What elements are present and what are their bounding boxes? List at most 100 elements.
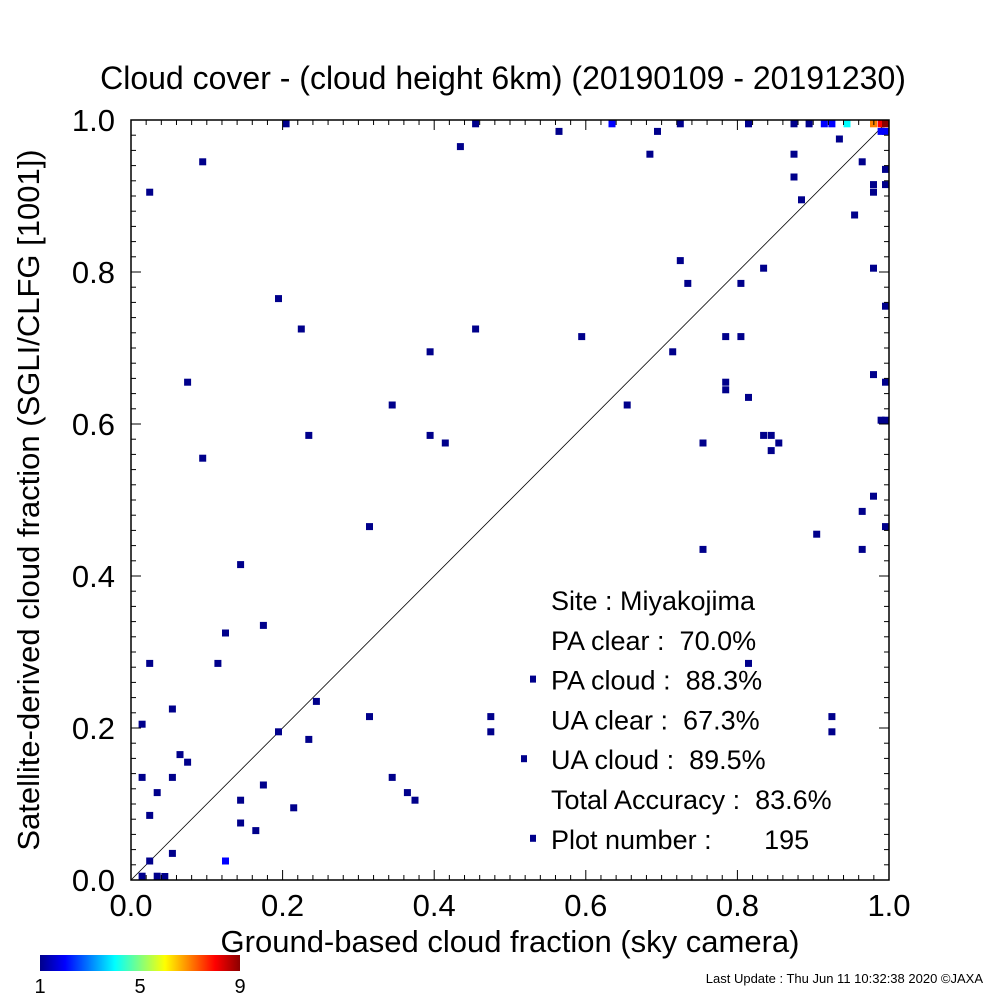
- scatter-point-28: [146, 188, 154, 196]
- scatter-point-91: [388, 773, 396, 781]
- colorbar-tick-label: 1: [34, 976, 45, 998]
- scatter-point-27: [882, 181, 889, 189]
- scatter-point-95: [237, 796, 245, 804]
- stats-line-6: Plot number : 195: [551, 825, 809, 855]
- scatter-point-59: [441, 439, 449, 447]
- scatter-point-18: [199, 158, 207, 166]
- scatter-point-101: [168, 849, 176, 857]
- scatter-point-15: [877, 127, 885, 135]
- scatter-point-84: [487, 728, 495, 736]
- scatter-point-22: [858, 158, 866, 166]
- scatter-point-19: [646, 150, 654, 158]
- scatter-point-45: [870, 371, 877, 379]
- y-tick-label: 0.4: [72, 559, 115, 594]
- stats-line-2: PA cloud : 88.3%: [551, 666, 762, 696]
- scatter-point-76: [745, 659, 752, 667]
- scatter-point-80: [487, 713, 495, 721]
- scatter-point-71: [237, 561, 245, 569]
- scatter-point-102: [146, 857, 154, 865]
- scatter-point-81: [828, 713, 836, 721]
- scatter-point-34: [684, 279, 692, 287]
- scatter-point-85: [828, 728, 836, 736]
- one-to-one-line: [130, 119, 890, 881]
- scatter-point-99: [237, 819, 245, 827]
- scatter-point-21: [835, 135, 843, 143]
- stats-line-0: Site : Miyakojima: [551, 586, 756, 616]
- scatter-point-90: [168, 773, 176, 781]
- scatter-point-97: [290, 804, 298, 812]
- x-tick-label: 0.4: [413, 888, 456, 923]
- scatter-point-92: [259, 781, 267, 789]
- scatter-point-40: [578, 333, 586, 341]
- plot-area: 0.0 0.2 0.4 0.6 0.8 1.0 0.0 0.2 0.4 0.6 0.8 1.0: [72, 103, 911, 923]
- scatter-point-31: [676, 257, 684, 265]
- last-update-footer: Last Update : Thu Jun 11 10:32:38 2020 ©…: [706, 971, 984, 986]
- scatter-point-104: [138, 872, 146, 880]
- scatter-point-37: [882, 302, 889, 310]
- scatter-point-24: [790, 173, 798, 181]
- scatter-point-63: [199, 454, 207, 462]
- scatter-point-5: [676, 120, 684, 128]
- scatter-point-16: [882, 127, 889, 135]
- scatter-point-32: [760, 264, 768, 272]
- axis-ticks: [130, 119, 890, 881]
- stats-marker: [530, 675, 536, 683]
- stats-line-1: PA clear : 70.0%: [551, 626, 756, 656]
- scatter-point-74: [146, 659, 154, 667]
- scatter-point-23: [882, 165, 889, 173]
- chart-title: Cloud cover - (cloud height 6km) (201901…: [100, 60, 906, 96]
- colorbar-labels: 1 5 9: [34, 976, 245, 998]
- scatter-point-87: [176, 751, 184, 759]
- axis-tick-labels: 0.0 0.2 0.4 0.6 0.8 1.0 0.0 0.2 0.4 0.6 0.8 1.0: [72, 103, 911, 923]
- scatter-point-48: [882, 378, 889, 386]
- scatter-point-6: [745, 120, 752, 128]
- scatter-point-57: [760, 431, 768, 439]
- stats-line-5: Total Accuracy : 83.6%: [551, 785, 832, 815]
- scatter-point-47: [722, 378, 730, 386]
- scatter-point-3: [608, 120, 616, 128]
- scatter-point-83: [275, 728, 282, 736]
- scatter-point-54: [882, 416, 889, 424]
- scatter-point-56: [426, 431, 434, 439]
- scatter-point-50: [745, 393, 752, 401]
- scatter-point-49: [722, 386, 730, 394]
- scatter-point-0: [282, 120, 290, 128]
- scatter-point-72: [259, 621, 267, 629]
- colorbar-tick-label: 5: [134, 976, 145, 998]
- scatter-point-73: [222, 629, 229, 637]
- stats-legend: Site : Miyakojima PA clear : 70.0% PA clou…: [521, 586, 832, 855]
- scatter-point-11: [843, 120, 851, 128]
- scatter-point-93: [153, 789, 161, 797]
- scatter-point-78: [168, 705, 176, 713]
- scatter-point-33: [870, 264, 877, 272]
- scatter-point-44: [669, 348, 677, 356]
- x-axis-label: Ground-based cloud fraction (sky camera): [221, 924, 800, 959]
- scatter-point-64: [870, 492, 877, 500]
- scatter-point-13: [877, 120, 885, 128]
- scatter-point-46: [184, 378, 192, 386]
- scatter-point-25: [870, 181, 877, 189]
- scatter-point-62: [767, 447, 775, 455]
- y-tick-label: 1.0: [72, 103, 115, 138]
- scatter-point-8: [805, 120, 813, 128]
- scatter-point-67: [882, 523, 889, 531]
- scatter-point-42: [737, 333, 745, 341]
- scatter-point-36: [275, 295, 282, 303]
- scatter-point-94: [403, 789, 411, 797]
- scatter-point-2: [555, 127, 563, 135]
- scatter-point-61: [775, 439, 783, 447]
- stats-line-3: UA clear : 67.3%: [551, 705, 760, 735]
- scatter-point-65: [858, 507, 866, 515]
- colorbar-gradient: [40, 955, 240, 971]
- scatter-point-51: [388, 401, 396, 409]
- scatter-point-60: [699, 439, 707, 447]
- scatter-point-35: [737, 279, 745, 287]
- scatter-point-77: [312, 697, 320, 705]
- scatter-point-38: [297, 325, 305, 333]
- scatter-point-39: [472, 325, 480, 333]
- y-tick-label: 0.8: [72, 255, 115, 290]
- scatter-point-53: [877, 416, 885, 424]
- scatter-point-26: [870, 188, 877, 196]
- scatter-point-4: [654, 127, 661, 135]
